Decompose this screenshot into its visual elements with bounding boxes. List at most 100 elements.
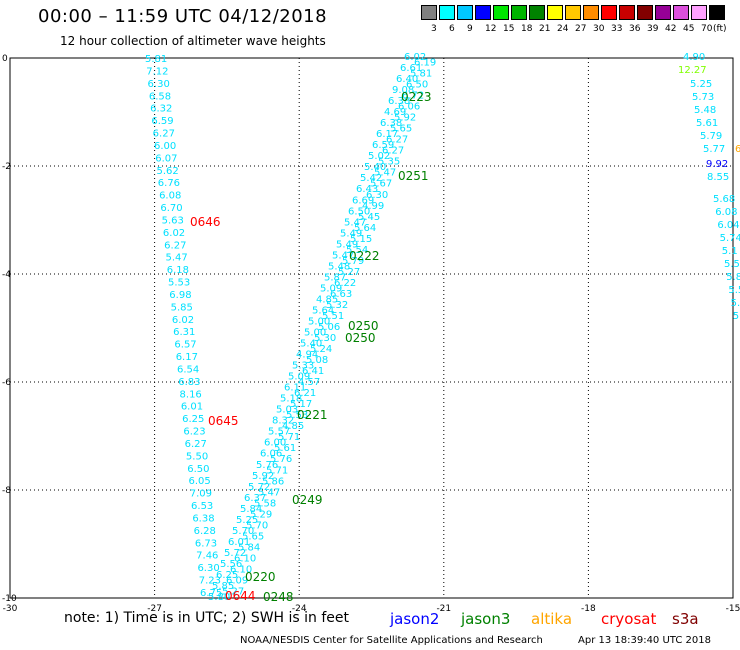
swh-value: 5.76 [270,454,292,465]
swh-value: 8.16 [180,389,202,400]
swh-value: 5.18 [280,394,302,405]
satellite-legend-jason3: jason3 [461,610,511,628]
swh-value: 6.06 [260,449,282,460]
swh-value: 5.48 [694,105,716,116]
legend-label: 42 [665,24,677,34]
swh-value: 6.22 [334,278,356,289]
swh-value: 5.02 [368,151,390,162]
swh-value: 6.11 [284,383,306,394]
swh-value: 6.27 [153,129,175,140]
swh-value: 5.86 [262,476,284,487]
legend-swatch [529,5,545,20]
pass-time-label: 0222 [349,249,380,263]
swh-value: 6.28 [194,526,216,537]
swh-value: 5.47 [258,487,280,498]
x-tick-label: -15 [726,604,740,614]
swh-value: 5.03 [276,405,298,416]
swh-value: 6.30 [366,190,388,201]
swh-value: 5.57 [268,427,290,438]
swh-value: 6.76 [158,178,180,189]
satellite-legend-altika: altika [531,610,573,628]
swh-value: 5.67 [370,179,392,190]
swh-value-partial: 6 [735,144,740,155]
legend-swatch [421,5,437,20]
swh-value: 5.77 [703,144,725,155]
swh-value: 5.00 [308,316,330,327]
swh-value: 6.38 [380,118,402,129]
swh-value: 6.00 [264,438,286,449]
legend-swatch [511,5,527,20]
swh-value: 6.50 [406,80,428,91]
swh-value: 5.76 [256,460,278,471]
pass-time-label: 0645 [208,414,239,428]
legend-swatch [709,5,725,20]
swh-value: 5.47 [374,168,396,179]
swh-value: 5.5 [728,285,740,296]
swh-value: 6.30 [197,563,219,574]
swh-value: 5.79 [342,256,364,267]
pass-time-label: 0250 [345,331,376,345]
legend-swatch [619,5,635,20]
swh-value: 6.27 [164,240,186,251]
pass-time-label: 0220 [245,570,276,584]
x-tick-label: -24 [292,604,307,614]
swh-value: 5.81 [145,54,167,65]
swh-value: 6.09 [226,575,248,586]
swh-value: 12.27 [678,65,707,76]
swh-value: 6.75 [200,588,222,599]
swh-value: 6.19 [414,58,436,69]
swh-value: 6.01 [228,537,250,548]
swh-value: 6.61 [400,63,422,74]
swh-value: 4.85 [316,294,338,305]
legend-swatch [583,5,599,20]
swh-value: 5.3 [733,311,740,322]
swh-value: 6.70 [160,203,182,214]
swh-value: 6.30 [148,79,170,90]
swh-value: 5.45 [358,212,380,223]
swh-value: 5.09 [288,372,310,383]
swh-value: 6.32 [150,104,172,115]
swh-value: 5.58 [254,498,276,509]
swh-value: 6.10 [230,564,252,575]
pass-time-label: 0250 [348,319,379,333]
swh-value: 5.1 [722,246,738,257]
swh-value: 5.92 [252,471,274,482]
swh-value: 6.83 [178,377,200,388]
swh-value: 6.37 [244,493,266,504]
swh-value: 5.08 [306,355,328,366]
swh-value: 6.50 [348,206,370,217]
legend-swatch [691,5,707,20]
legend-label: 18 [521,24,533,34]
swh-value: 6.08 [715,207,737,218]
x-tick-label: -27 [147,604,162,614]
swh-value: 5.87 [324,272,346,283]
swh-value: 5.81 [410,69,432,80]
legend-swatch [439,5,455,20]
satellite-legend-jason2: jason2 [390,610,440,628]
swh-value: 5.80 [208,592,230,603]
y-tick-label: -8 [2,486,11,496]
legend-label: 9 [467,24,473,34]
swh-value: 6.04 [717,220,739,231]
swh-value: 5.92 [394,113,416,124]
swh-value: 6.58 [149,91,171,102]
swh-value: 5.47 [332,250,354,261]
swh-value: 6.17 [176,352,198,363]
legend-label: 3 [431,24,437,34]
swh-value: 5.61 [274,443,296,454]
swh-value: 6.27 [382,146,404,157]
legend-label: 15 [503,24,515,34]
legend-label: 30 [593,24,605,34]
swh-value: 4.90 [683,52,705,63]
swh-value: 6.25 [216,570,238,581]
legend-label: 21 [539,24,551,34]
swh-value: 5.49 [340,228,362,239]
swh-value: 9.08 [392,85,414,96]
swh-value: 5.48 [328,261,350,272]
swh-value: 6.63 [330,289,352,300]
swh-value: 6.40 [396,74,418,85]
pass-time-label: 0248 [263,590,294,604]
legend-label: 12 [485,24,497,34]
swh-value: 5.27 [222,586,244,597]
swh-value: 5.84 [240,504,262,515]
